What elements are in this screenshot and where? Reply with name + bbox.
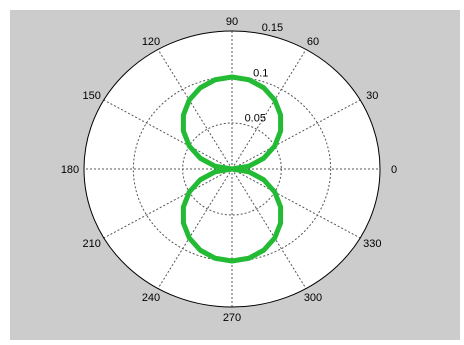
polar-plot: 0 30 60 90 120 150 180 210 240 270 300 330 0.05 0.1 0.…	[61, 16, 397, 324]
angle-tick-label: 90	[226, 16, 238, 28]
tick-labels: 0 30 60 90 120 150 180 210 240 270 300 330 0.05 0.1 0.…	[61, 16, 397, 324]
angle-tick-label: 180	[61, 164, 79, 176]
angular-grid-line	[103, 168, 233, 239]
angular-grid-line	[231, 168, 361, 239]
radial-tick-label: 0.15	[262, 22, 283, 34]
angular-grid-line	[103, 99, 233, 170]
angle-tick-label: 30	[366, 90, 378, 102]
figure-background: 0 30 60 90 120 150 180 210 240 270 300 330 0.05 0.1 0.…	[10, 10, 460, 340]
angle-tick-label: 120	[142, 36, 160, 48]
polar-axes-border	[83, 30, 381, 308]
angular-grid-line	[157, 168, 233, 289]
angular-grid-line	[157, 49, 233, 170]
angular-grid-line	[231, 168, 307, 289]
polar-series-line	[180, 74, 284, 264]
angle-tick-label: 330	[363, 238, 381, 250]
angle-tick-label: 270	[223, 312, 241, 324]
angle-tick-label: 150	[83, 90, 101, 102]
angle-tick-label: 0	[391, 164, 397, 176]
angle-tick-label: 60	[307, 36, 319, 48]
data-layer	[180, 74, 284, 264]
angle-tick-label: 210	[83, 238, 101, 250]
radial-tick-label: 0.05	[245, 113, 266, 125]
angle-tick-label: 240	[142, 292, 160, 304]
angular-grid-line	[231, 49, 307, 170]
angle-tick-label: 300	[304, 292, 322, 304]
angular-grid-line	[231, 99, 361, 170]
radial-tick-label: 0.1	[253, 67, 268, 79]
